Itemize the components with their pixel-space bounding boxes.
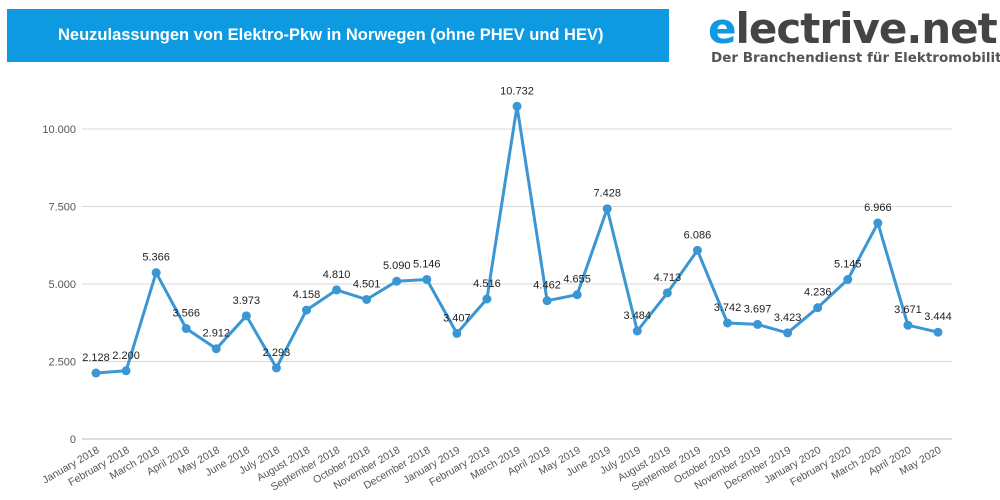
data-point xyxy=(392,276,402,286)
data-point xyxy=(241,311,251,321)
data-label: 4.462 xyxy=(533,280,561,292)
data-label: 3.742 xyxy=(714,302,742,314)
data-point xyxy=(302,305,311,315)
y-tick-label: 7.500 xyxy=(48,202,76,214)
data-label: 10.732 xyxy=(500,85,534,97)
data-label: 2.128 xyxy=(82,352,110,364)
data-label: 3.566 xyxy=(172,307,200,319)
data-point xyxy=(121,366,131,376)
data-label: 5.090 xyxy=(383,260,411,272)
data-label: 3.407 xyxy=(443,312,471,324)
data-label: 7.428 xyxy=(593,188,621,200)
data-label: 3.444 xyxy=(924,311,952,323)
title-bar: Neuzulassungen von Elektro-Pkw in Norweg… xyxy=(7,9,669,62)
data-point xyxy=(91,368,101,378)
data-point xyxy=(482,294,492,304)
data-label: 3.484 xyxy=(624,310,652,322)
gridlines xyxy=(82,128,952,440)
data-point xyxy=(332,285,342,295)
data-label: 3.671 xyxy=(894,304,922,316)
y-tick-label: 10.000 xyxy=(42,124,76,136)
data-point xyxy=(632,326,642,336)
logo-rest: lectrive.net xyxy=(735,4,998,53)
data-label: 5.145 xyxy=(834,259,862,271)
data-point xyxy=(873,218,883,228)
data-point xyxy=(271,363,281,373)
data-label: 4.810 xyxy=(323,269,351,281)
data-label: 6.086 xyxy=(684,229,712,241)
data-point xyxy=(783,328,793,338)
data-label: 6.966 xyxy=(864,202,892,214)
data-point xyxy=(512,101,522,111)
data-label: 4.655 xyxy=(563,274,591,286)
data-point xyxy=(181,323,191,333)
data-label: 4.236 xyxy=(804,287,832,299)
data-point xyxy=(843,275,853,285)
data-label: 4.516 xyxy=(473,278,501,290)
logo-first-letter: e xyxy=(708,4,736,53)
data-point xyxy=(422,274,432,284)
data-point xyxy=(602,204,612,214)
data-point xyxy=(572,290,582,300)
y-tick-label: 5.000 xyxy=(48,279,76,291)
electrive-logo: electrive.net Der Branchendienst für Ele… xyxy=(708,6,1000,72)
data-point xyxy=(662,288,672,298)
data-point xyxy=(692,245,702,255)
data-label: 5.366 xyxy=(142,252,170,264)
data-point xyxy=(933,327,943,337)
data-label: 4.501 xyxy=(353,278,381,290)
data-label: 3.973 xyxy=(233,295,261,307)
data-point xyxy=(813,303,823,313)
data-point xyxy=(151,268,161,278)
logo-tagline: Der Branchendienst für Elektromobilität xyxy=(711,50,1000,66)
data-label: 2.200 xyxy=(112,350,140,362)
data-label: 3.697 xyxy=(744,303,772,315)
data-label: 5.146 xyxy=(413,258,441,270)
data-point xyxy=(362,294,372,304)
data-point xyxy=(723,318,732,328)
y-tick-label: 2.500 xyxy=(48,357,76,369)
data-label: 4.158 xyxy=(293,289,321,301)
y-tick-label: 0 xyxy=(70,434,76,446)
logo-wordmark: electrive.net xyxy=(708,4,998,53)
y-axis: 0 2.500 5.000 7.500 10.000 xyxy=(42,124,76,446)
chart-title: Neuzulassungen von Elektro-Pkw in Norweg… xyxy=(58,26,604,44)
data-point xyxy=(452,328,462,338)
data-label: 2.912 xyxy=(203,328,231,340)
data-point xyxy=(753,319,763,329)
data-point xyxy=(211,344,221,354)
data-point xyxy=(542,296,552,306)
data-label: 3.423 xyxy=(774,312,802,324)
data-label: 2.293 xyxy=(263,347,291,359)
data-label: 4.713 xyxy=(654,272,682,284)
data-point xyxy=(903,320,913,330)
series-group xyxy=(91,101,943,378)
